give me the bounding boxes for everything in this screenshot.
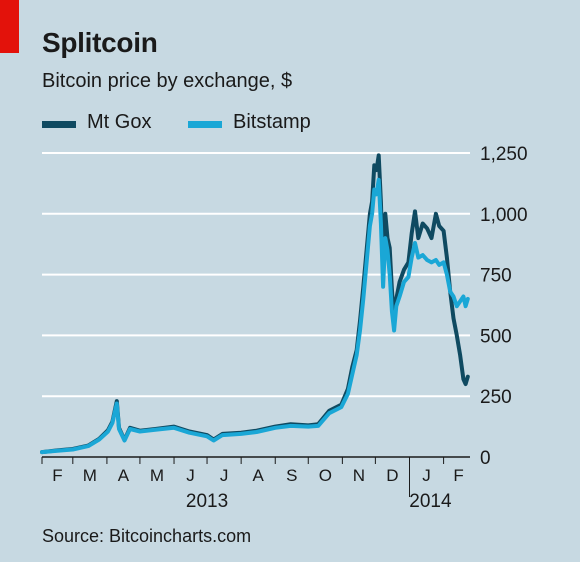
x-tick-label: F <box>453 466 463 485</box>
chart-title: Splitcoin <box>42 27 158 58</box>
x-year-label: 2014 <box>409 491 452 512</box>
x-tick-label: J <box>422 466 431 485</box>
x-tick-label: N <box>353 466 365 485</box>
legend-swatch-bitstamp <box>188 121 222 128</box>
source-note: Source: Bitcoincharts.com <box>42 526 252 546</box>
legend-label-mt-gox: Mt Gox <box>87 111 152 133</box>
x-tick-label: F <box>52 466 62 485</box>
x-tick-label: A <box>118 466 130 485</box>
y-tick-label: 0 <box>480 448 491 469</box>
legend-swatch-mt-gox <box>42 121 76 128</box>
y-tick-label: 750 <box>480 266 512 287</box>
chart-subtitle: Bitcoin price by exchange, $ <box>42 70 293 92</box>
x-year-label: 2013 <box>186 491 228 512</box>
y-tick-label: 250 <box>480 387 512 408</box>
y-tick-label: 1,250 <box>480 144 528 165</box>
legend-label-bitstamp: Bitstamp <box>233 111 311 133</box>
series-line-bitstamp <box>40 177 470 455</box>
x-tick-label: D <box>386 466 398 485</box>
x-tick-label: M <box>83 466 97 485</box>
y-tick-label: 500 <box>480 326 512 347</box>
series-line-mt-gox <box>40 153 470 455</box>
x-tick-label: O <box>319 466 332 485</box>
x-tick-label: J <box>186 466 195 485</box>
y-tick-label: 1,000 <box>480 205 528 226</box>
x-tick-label: M <box>150 466 164 485</box>
x-tick-label: S <box>286 466 297 485</box>
red-corner-tag <box>0 0 19 53</box>
x-tick-label: A <box>253 466 265 485</box>
x-tick-label: J <box>220 466 229 485</box>
